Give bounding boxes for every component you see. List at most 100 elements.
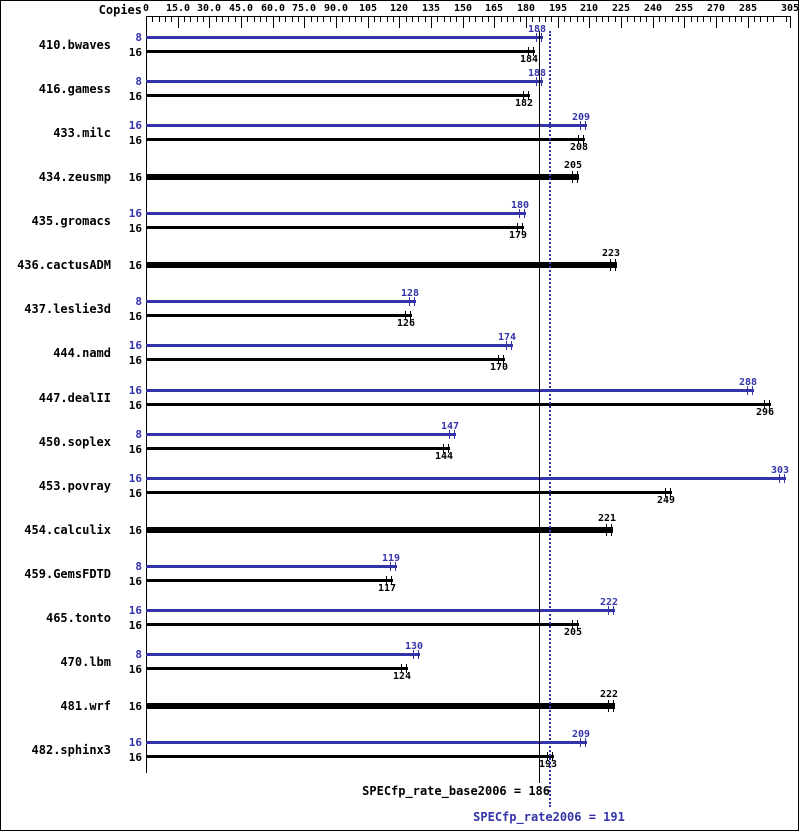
- median-tick: [448, 444, 449, 453]
- copies-label: 16: [128, 134, 142, 147]
- axis-minor-tick: [412, 16, 413, 22]
- axis-major-tick: [368, 16, 369, 28]
- base-bar: [146, 623, 579, 626]
- axis-minor-tick: [317, 16, 318, 22]
- median-tick: [578, 135, 579, 144]
- axis-minor-tick: [564, 16, 565, 22]
- copies-label: 16: [128, 604, 142, 617]
- value-label: 222: [599, 689, 619, 700]
- copies-label: 16: [128, 90, 142, 103]
- axis-major-tick: [431, 16, 432, 28]
- median-tick: [608, 606, 609, 615]
- axis-minor-tick: [735, 16, 736, 22]
- axis-minor-tick: [767, 16, 768, 22]
- base-bar: [146, 447, 450, 450]
- value-label: 124: [392, 671, 412, 682]
- benchmark-label: 436.cactusADM: [17, 258, 111, 272]
- value-label: 209: [571, 112, 591, 123]
- axis-minor-tick: [786, 16, 787, 22]
- axis-minor-tick: [602, 16, 603, 22]
- benchmark-label: 434.zeusmp: [38, 170, 111, 184]
- median-tick: [443, 444, 444, 453]
- axis-minor-tick: [710, 16, 711, 22]
- axis-minor-tick: [691, 16, 692, 22]
- value-label: 205: [563, 627, 583, 638]
- axis-major-tick: [336, 16, 337, 28]
- median-tick: [552, 752, 553, 761]
- copies-label: 16: [128, 259, 142, 272]
- axis-minor-tick: [190, 16, 191, 22]
- value-label: 144: [434, 451, 454, 462]
- median-tick: [390, 562, 391, 571]
- copies-label: 8: [135, 428, 142, 441]
- base-result-label: SPECfp_rate_base2006 = 186: [362, 784, 550, 798]
- value-label: 209: [571, 729, 591, 740]
- axis-minor-tick: [406, 16, 407, 22]
- copies-label: 16: [128, 663, 142, 676]
- peak-bar: [146, 741, 587, 744]
- axis-tick-label: 210: [579, 3, 599, 14]
- axis-minor-tick: [703, 16, 704, 22]
- base-bar: [146, 491, 672, 494]
- axis-major-tick: [790, 16, 791, 28]
- copies-label: 16: [128, 619, 142, 632]
- axis-tick-label: 15.0: [165, 3, 191, 14]
- axis-minor-tick: [577, 16, 578, 22]
- benchmark-label: 410.bwaves: [38, 38, 111, 52]
- axis-minor-tick: [697, 16, 698, 22]
- axis-minor-tick: [444, 16, 445, 22]
- copies-label: 8: [135, 31, 142, 44]
- axis-tick-label: 90.0: [323, 3, 349, 14]
- value-label: 130: [404, 641, 424, 652]
- axis-tick-label: 255: [674, 3, 694, 14]
- median-tick: [449, 430, 450, 439]
- median-tick: [395, 562, 396, 571]
- axis-minor-tick: [235, 16, 236, 22]
- median-tick: [401, 664, 402, 673]
- axis-tick-label: 305: [780, 3, 799, 14]
- copies-label: 8: [135, 295, 142, 308]
- axis-tick-label: 105: [358, 3, 378, 14]
- peak-bar: [146, 609, 615, 612]
- benchmark-label: 482.sphinx3: [31, 743, 111, 757]
- median-tick: [577, 171, 578, 183]
- copies-label: 16: [128, 354, 142, 367]
- axis-major-tick: [653, 16, 654, 28]
- axis-minor-tick: [570, 16, 571, 22]
- axis-minor-tick: [754, 16, 755, 22]
- value-label: 128: [400, 288, 420, 299]
- axis-major-tick: [178, 16, 179, 28]
- copies-label: 16: [128, 119, 142, 132]
- axis-major-tick: [241, 16, 242, 28]
- axis-minor-tick: [450, 16, 451, 22]
- axis-minor-tick: [355, 16, 356, 22]
- median-tick: [409, 297, 410, 306]
- value-label: 193: [538, 759, 558, 770]
- axis-minor-tick: [222, 16, 223, 22]
- base-bar: [146, 226, 524, 229]
- axis-minor-tick: [330, 16, 331, 22]
- benchmark-label: 447.dealII: [38, 391, 111, 405]
- base-bar: [146, 403, 771, 406]
- axis-minor-tick: [254, 16, 255, 22]
- median-tick: [528, 91, 529, 100]
- axis-major-tick: [684, 16, 685, 28]
- median-tick: [583, 135, 584, 144]
- axis-minor-tick: [342, 16, 343, 22]
- median-tick: [410, 311, 411, 320]
- peak-bar: [146, 36, 543, 39]
- peak-bar: [146, 565, 397, 568]
- median-tick: [498, 355, 499, 364]
- axis-tick-label: 0: [142, 3, 150, 14]
- axis-minor-tick: [678, 16, 679, 22]
- axis-major-tick: [146, 16, 147, 28]
- median-tick: [536, 77, 537, 86]
- axis-minor-tick: [583, 16, 584, 22]
- benchmark-label: 470.lbm: [60, 655, 111, 669]
- copies-header: Copies: [98, 3, 142, 17]
- axis-minor-tick: [672, 16, 673, 22]
- peak-bar: [146, 300, 416, 303]
- axis-minor-tick: [475, 16, 476, 22]
- axis-major-tick: [558, 16, 559, 28]
